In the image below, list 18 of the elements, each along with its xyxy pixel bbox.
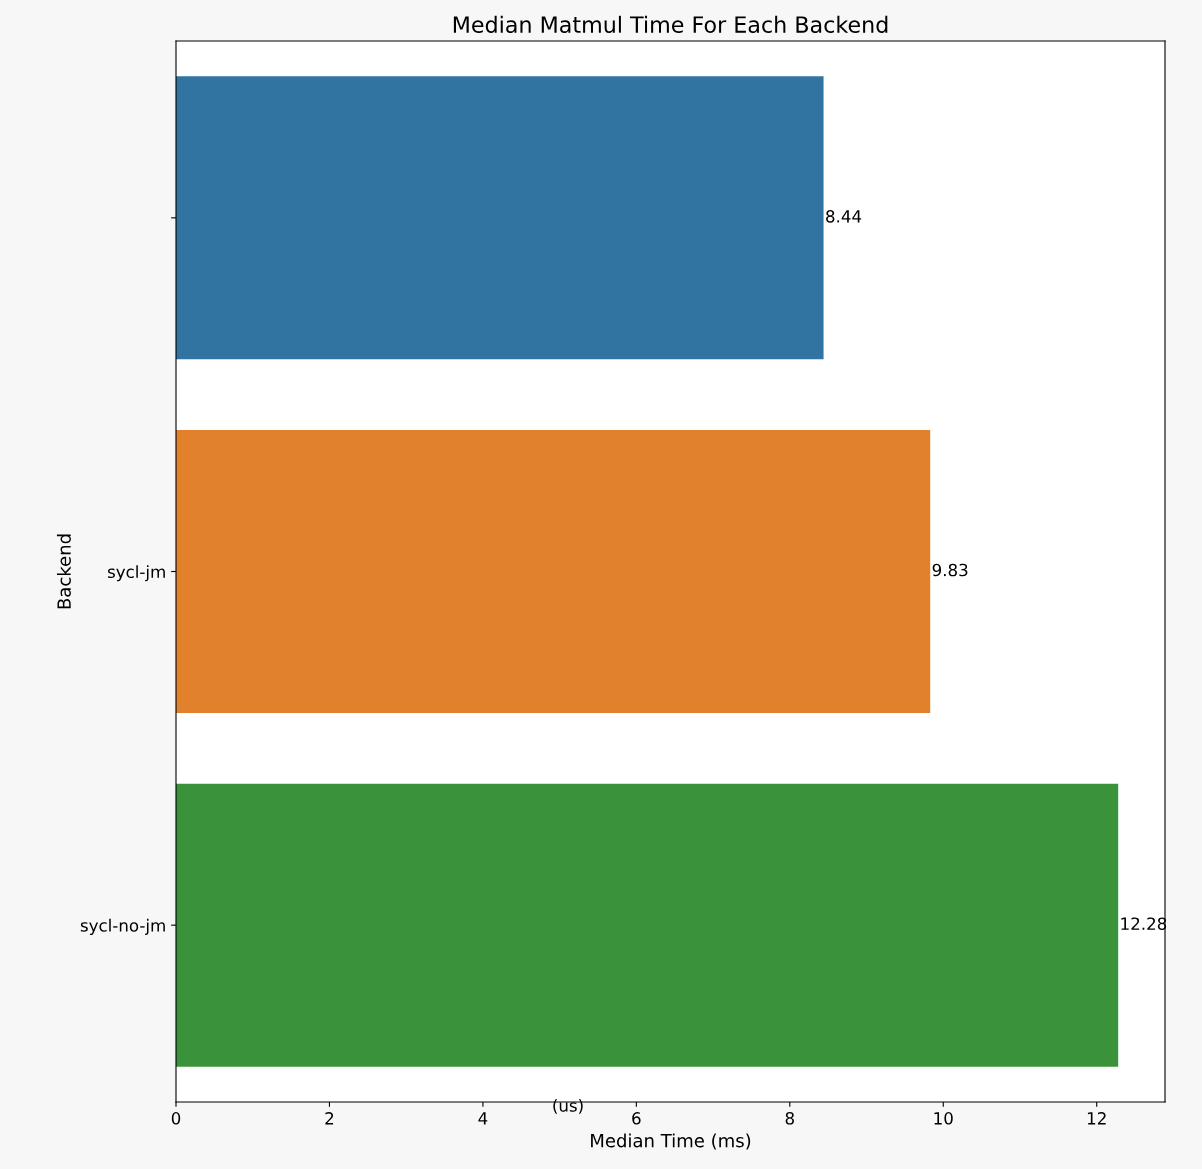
- y-tick-label: sycl-no-jm: [80, 918, 165, 935]
- annotation: (us): [553, 1098, 583, 1114]
- x-tick-label: 10: [934, 1112, 953, 1125]
- x-tick-label: 0: [171, 1112, 181, 1125]
- bar: [176, 430, 931, 713]
- bar: [176, 783, 1119, 1067]
- x-tick-label: 4: [478, 1112, 488, 1125]
- x-axis-title: Median Time (ms): [591, 1133, 751, 1150]
- x-tick-label: 2: [325, 1112, 334, 1125]
- x-tick-label: 6: [632, 1112, 641, 1125]
- data-label: 8.44: [826, 210, 862, 223]
- chart-title: Median Matmul Time For Each Backend: [453, 15, 888, 33]
- y-axis-title: Backend: [56, 534, 71, 609]
- x-tick-label: 8: [785, 1112, 794, 1125]
- y-tick-label: sycl-jm: [107, 565, 165, 582]
- data-label: 9.83: [932, 563, 968, 577]
- bar: [176, 76, 824, 360]
- x-tick-label: 12: [1087, 1112, 1106, 1125]
